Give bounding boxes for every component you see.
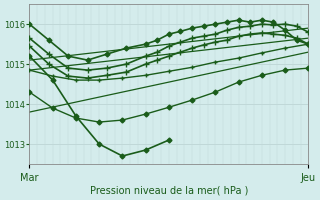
- X-axis label: Pression niveau de la mer( hPa ): Pression niveau de la mer( hPa ): [90, 186, 248, 196]
